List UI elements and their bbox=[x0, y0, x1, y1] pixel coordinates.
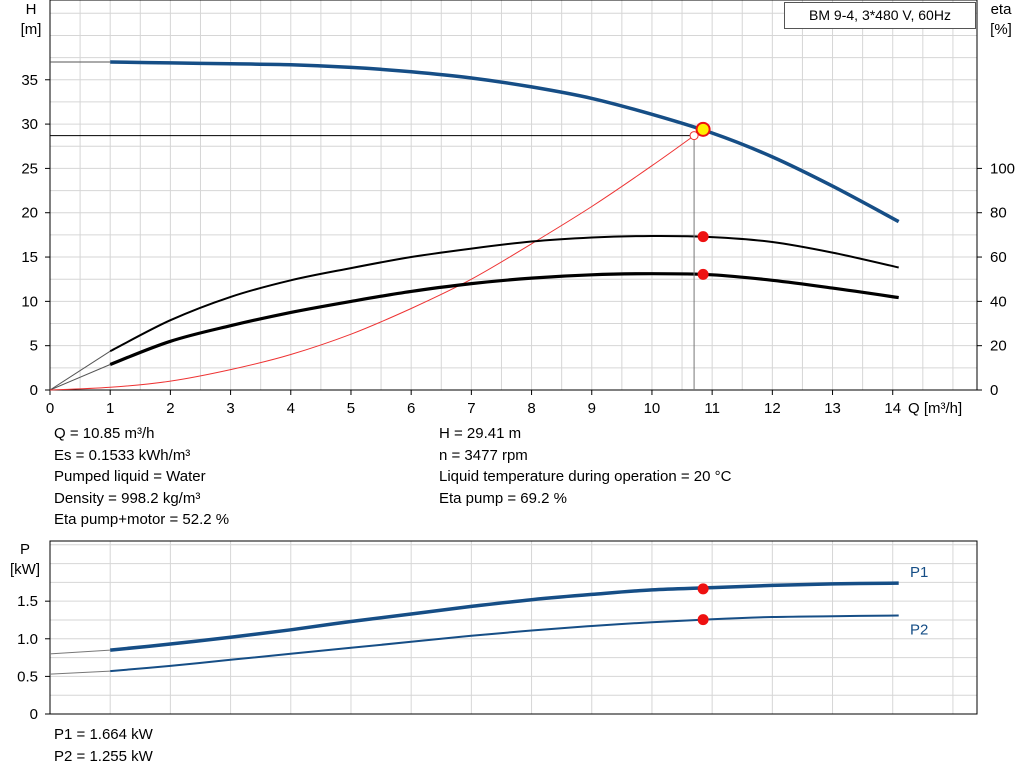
x-tick-label: 2 bbox=[166, 400, 174, 417]
x-tick-label: 10 bbox=[644, 400, 661, 417]
x-tick-label: 12 bbox=[764, 400, 781, 417]
x-axis-label: Q [m³/h] bbox=[908, 400, 962, 417]
power-series-label: P2 bbox=[910, 621, 928, 638]
info-p2: P2 = 1.255 kW bbox=[54, 747, 153, 765]
power-chart: 0 0.5 1.0 1.5 P [kW] P1 P2 bbox=[10, 540, 978, 723]
y2-tick-label: 80 bbox=[990, 205, 1007, 222]
duty-point-eta-pump bbox=[697, 231, 709, 243]
chart-title: BM 9-4, 3*480 V, 60Hz bbox=[784, 2, 976, 29]
x-tick-label: 0 bbox=[46, 400, 54, 417]
info-liquid-temp: Liquid temperature during operation = 20… bbox=[439, 468, 732, 486]
y2-tick-label: 20 bbox=[990, 338, 1007, 355]
power-y-tick-label: 0.5 bbox=[17, 668, 38, 685]
x-tick-label: 6 bbox=[407, 400, 415, 417]
power-y-tick-label: 1.5 bbox=[17, 593, 38, 610]
y-tick-label: 0 bbox=[30, 382, 38, 399]
y2-axis-label: eta bbox=[991, 1, 1013, 18]
duty-point-p2 bbox=[697, 614, 709, 626]
power-y-tick-label: 0 bbox=[30, 706, 38, 723]
plot-frame bbox=[49, 0, 978, 391]
x-tick-label: 11 bbox=[704, 400, 720, 417]
power-y-axis-label: P bbox=[20, 541, 30, 558]
duty-point-p1 bbox=[697, 583, 709, 595]
y-axis-unit: [m] bbox=[21, 21, 42, 38]
y-tick-label: 35 bbox=[21, 72, 38, 89]
x-tick-label: 7 bbox=[467, 400, 475, 417]
head-efficiency-chart: 0 1 2 3 4 5 6 7 8 9 10 11 12 13 14 Q [m³/h]051015202530… bbox=[21, 0, 1015, 417]
plot-area bbox=[50, 0, 977, 390]
x-tick-label: 8 bbox=[527, 400, 535, 417]
x-tick-label: 9 bbox=[588, 400, 596, 417]
y-tick-label: 25 bbox=[21, 160, 38, 177]
info-specific-energy: Es = 0.1533 kWh/m³ bbox=[54, 446, 191, 464]
y-tick-label: 20 bbox=[21, 205, 38, 222]
info-head: H = 29.41 m bbox=[439, 425, 522, 442]
duty-point-eta-total bbox=[697, 268, 709, 280]
y-tick-label: 15 bbox=[21, 249, 38, 266]
x-tick-label: 3 bbox=[226, 400, 234, 417]
info-speed: n = 3477 rpm bbox=[439, 446, 528, 464]
power-series-label: P1 bbox=[910, 564, 928, 581]
y-tick-label: 10 bbox=[21, 293, 38, 310]
eta-pump-curve bbox=[109, 234, 899, 353]
info-p1: P1 = 1.664 kW bbox=[54, 726, 153, 743]
power-y-axis-unit: [kW] bbox=[10, 561, 40, 578]
y2-tick-label: 60 bbox=[990, 249, 1007, 266]
power-curve-extension bbox=[49, 649, 111, 655]
eta-pump-extension bbox=[49, 350, 111, 391]
x-tick-label: 14 bbox=[884, 400, 901, 417]
specific-energy-point bbox=[689, 131, 699, 141]
y-tick-label: 30 bbox=[21, 116, 38, 133]
duty-info-left: Q = 10.85 m³/h Es = 0.1533 kWh/m³ Pumped… bbox=[54, 423, 229, 531]
x-tick-label: 1 bbox=[106, 400, 114, 417]
power-plot-frame bbox=[49, 540, 978, 715]
info-eta-total: Eta pump+motor = 52.2 % bbox=[54, 511, 230, 529]
y2-tick-label: 40 bbox=[990, 293, 1007, 310]
info-density: Density = 998.2 kg/m³ bbox=[54, 489, 201, 507]
power-curve-extension bbox=[49, 670, 111, 675]
y-tick-label: 5 bbox=[30, 338, 38, 355]
power-info: P1 = 1.664 kW P2 = 1.255 kW bbox=[54, 724, 153, 767]
x-tick-label: 4 bbox=[287, 400, 295, 417]
info-eta-pump: Eta pump = 69.2 % bbox=[439, 489, 567, 507]
power-plot-area bbox=[50, 541, 977, 714]
info-pumped-liquid: Pumped liquid = Water bbox=[54, 468, 206, 486]
power-y-tick-label: 1.0 bbox=[17, 631, 38, 648]
eta-total-extension bbox=[49, 364, 111, 391]
x-tick-label: 5 bbox=[347, 400, 355, 417]
y2-tick-label: 100 bbox=[990, 160, 1015, 177]
y-axis-label: H bbox=[26, 1, 37, 18]
y2-axis-unit: [%] bbox=[990, 21, 1012, 38]
x-tick-label: 13 bbox=[824, 400, 841, 417]
head-curve bbox=[110, 60, 900, 224]
info-flow: Q = 10.85 m³/h bbox=[54, 425, 155, 442]
specific-energy-curve bbox=[49, 135, 695, 391]
eta-total-curve bbox=[109, 272, 899, 366]
y2-tick-label: 0 bbox=[990, 382, 998, 399]
duty-point-head bbox=[695, 121, 711, 137]
power-curve-p2 bbox=[110, 614, 899, 673]
power-curve-p1 bbox=[110, 581, 899, 652]
duty-info-right: H = 29.41 m n = 3477 rpm Liquid temperat… bbox=[439, 423, 731, 509]
